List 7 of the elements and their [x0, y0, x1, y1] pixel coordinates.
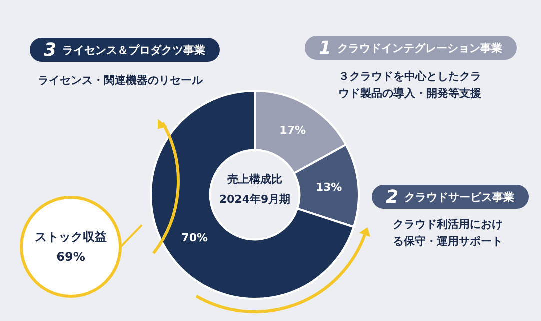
- slice-label: 2 クラウドサービス事業: [372, 185, 529, 209]
- text: ３クラウドを中心としたクラウド製品の導入・開発等支援: [338, 69, 482, 102]
- text: ストック収益 69%: [20, 196, 122, 298]
- text: クラウド利活用における保守・運用サポート: [392, 217, 504, 250]
- slice-label: 1 クラウドインテグレーション事業: [305, 36, 517, 60]
- slice-label: 3 ライセンス＆プロダクツ事業: [30, 38, 220, 62]
- text: ライセンス・関連機器のリセール: [38, 73, 204, 89]
